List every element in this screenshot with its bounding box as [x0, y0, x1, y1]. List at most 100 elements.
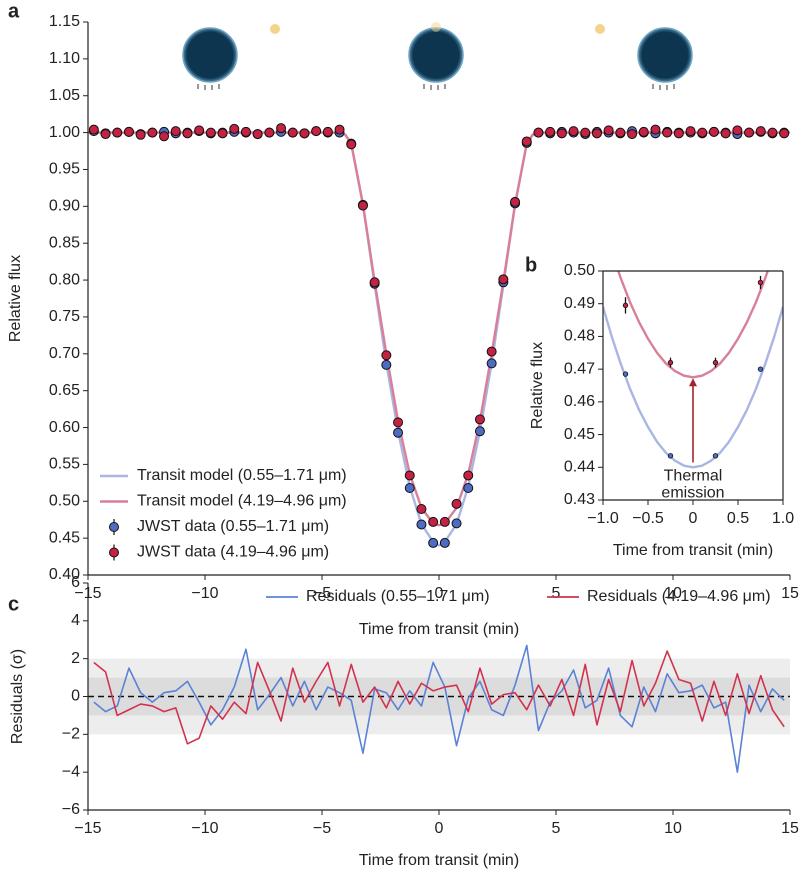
x-tick-label: −10 [191, 585, 218, 602]
data-point [673, 128, 684, 139]
y-tick-label: 1.15 [49, 13, 80, 30]
y-tick-label: 0.50 [564, 262, 595, 279]
data-point [147, 127, 158, 138]
x-tick-label: 0 [435, 585, 444, 602]
panel: c −15 −10 −5 0 5 10 15 −6 −4 −2 0 2 4 6 Time from trans… [8, 574, 799, 869]
y-tick-label: 0.65 [49, 382, 80, 399]
plot-area [88, 123, 790, 548]
data-point [474, 426, 485, 437]
data-point [311, 126, 322, 137]
data-point [622, 302, 629, 309]
y-tick-label: −2 [62, 726, 80, 743]
panel: a−15 −10 −5 0 5 10 150.400.450.500.550.600.650… [7, 0, 799, 638]
legend-label: JWST data (4.19–4.96 μm) [137, 544, 329, 561]
data-point [510, 196, 521, 207]
data-point [393, 427, 404, 438]
x-tick-label: 5 [552, 820, 561, 837]
x-tick-label: −5 [313, 820, 331, 837]
y-tick-label: 1.05 [49, 87, 80, 104]
y-tick-label: 0.95 [49, 161, 80, 178]
y-tick-label: 0.48 [564, 328, 595, 345]
panel-label: c [8, 593, 19, 615]
y-tick-label: −6 [62, 801, 80, 818]
planet-icon [182, 27, 238, 83]
legend-entry: Transit model (0.55–1.71 μm) [100, 467, 347, 484]
y-tick-label: 4 [71, 612, 80, 629]
data-point [123, 126, 134, 137]
y-tick-label: 0.45 [49, 529, 80, 546]
y-tick-label: 1.10 [49, 50, 80, 67]
arrow-head [689, 378, 697, 387]
data-point [486, 358, 497, 369]
data-point [712, 453, 719, 459]
data-point [357, 200, 368, 211]
y-tick-label: 2 [71, 650, 80, 667]
data-point [615, 127, 626, 138]
data-point [712, 359, 719, 366]
data-point [498, 274, 509, 285]
legend-entry: JWST data (4.19–4.96 μm) [109, 544, 329, 561]
data-point [767, 127, 778, 138]
data-point [240, 126, 251, 137]
legend-label: Transit model (0.55–1.71 μm) [137, 467, 347, 484]
data-point [112, 127, 123, 138]
y-tick-label: 0.75 [49, 308, 80, 325]
x-axis-title: Time from transit (min) [613, 542, 773, 559]
plot-area [88, 644, 790, 773]
emission-arrows [197, 84, 675, 90]
data-point [100, 129, 111, 140]
legend-label: JWST data (0.55–1.71 μm) [137, 518, 329, 535]
series-line [93, 650, 785, 745]
data-point [732, 125, 743, 136]
data-point [720, 128, 731, 139]
series-line [88, 131, 790, 527]
star-icon [595, 24, 605, 34]
legend-swatch [109, 522, 119, 532]
series-line [617, 271, 769, 379]
annotation-text: Thermal [664, 468, 723, 485]
x-tick-label: 0 [435, 820, 444, 837]
data-point [287, 127, 298, 138]
x-tick-label: −10 [191, 820, 218, 837]
data-point [229, 123, 240, 134]
x-tick-label: 10 [664, 585, 682, 602]
data-point [205, 127, 216, 138]
legend-entry: JWST data (0.55–1.71 μm) [109, 518, 329, 535]
data-point [667, 359, 674, 366]
y-tick-label: 0.43 [564, 491, 595, 508]
data-point [182, 128, 193, 139]
y-tick-label: 1.00 [49, 124, 80, 141]
legend-entry: Residuals (4.19–4.96 μm) [547, 588, 771, 605]
panel-label: b [525, 254, 537, 276]
data-point [545, 126, 556, 137]
data-point [416, 519, 427, 530]
panel-label: a [8, 0, 20, 22]
data-point [439, 516, 450, 527]
x-tick-label: −5 [313, 585, 331, 602]
y-tick-label: −4 [62, 763, 80, 780]
x-tick-label: −1.0 [587, 510, 619, 527]
y-tick-label: 0.45 [564, 426, 595, 443]
data-point [393, 417, 404, 428]
legend-label: Transit model (4.19–4.96 μm) [137, 493, 347, 510]
y-axis-title: Relative flux [7, 255, 24, 342]
data-point [697, 127, 708, 138]
data-point [451, 518, 462, 529]
x-tick-label: −15 [74, 820, 101, 837]
data-point [533, 127, 544, 138]
data-point [369, 277, 380, 288]
data-point [135, 129, 146, 140]
x-tick-label: 0 [689, 510, 698, 527]
data-point [252, 129, 263, 140]
y-tick-label: 0.90 [49, 198, 80, 215]
data-point [568, 126, 579, 137]
data-point [708, 126, 719, 137]
y-tick-label: 0.85 [49, 234, 80, 251]
data-point [299, 128, 310, 139]
data-point [521, 136, 532, 147]
data-point [170, 126, 181, 137]
data-point [662, 127, 673, 138]
y-tick-label: 0 [71, 688, 80, 705]
data-point [667, 453, 674, 459]
